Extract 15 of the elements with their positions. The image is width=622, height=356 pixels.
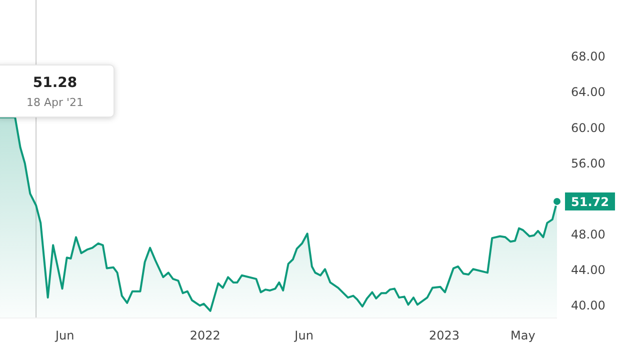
- y-tick-label: 68.00: [571, 50, 606, 64]
- annotation: 51.72: [571, 194, 609, 209]
- y-tick-label: 60.00: [571, 120, 606, 135]
- y-tick-label: 48.00: [571, 227, 606, 242]
- y-tick-label: 64.00: [571, 85, 606, 100]
- x-tick-label: 2023: [429, 328, 460, 343]
- y-tick-label: 40.00: [571, 298, 606, 312]
- annotation: 51.28: [32, 75, 78, 91]
- annotation: 18 Apr '21: [26, 96, 84, 109]
- y-tick-label: 56.00: [571, 156, 606, 170]
- x-tick-label: Jun: [294, 328, 314, 343]
- x-tick-label: May: [510, 328, 536, 343]
- y-tick-label: 44.00: [571, 262, 606, 277]
- x-tick-label: 2022: [190, 328, 220, 343]
- x-tick-label: Jun: [54, 328, 74, 343]
